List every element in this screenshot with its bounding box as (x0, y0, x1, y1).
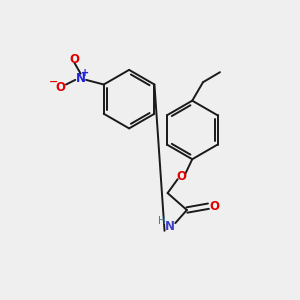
Text: O: O (56, 81, 66, 94)
Text: O: O (70, 52, 80, 66)
Text: N: N (76, 72, 86, 85)
Text: −: − (49, 77, 58, 87)
Text: +: + (81, 68, 89, 78)
Text: O: O (210, 200, 220, 213)
Text: H: H (158, 216, 166, 226)
Text: O: O (176, 169, 187, 183)
Text: N: N (165, 220, 175, 233)
